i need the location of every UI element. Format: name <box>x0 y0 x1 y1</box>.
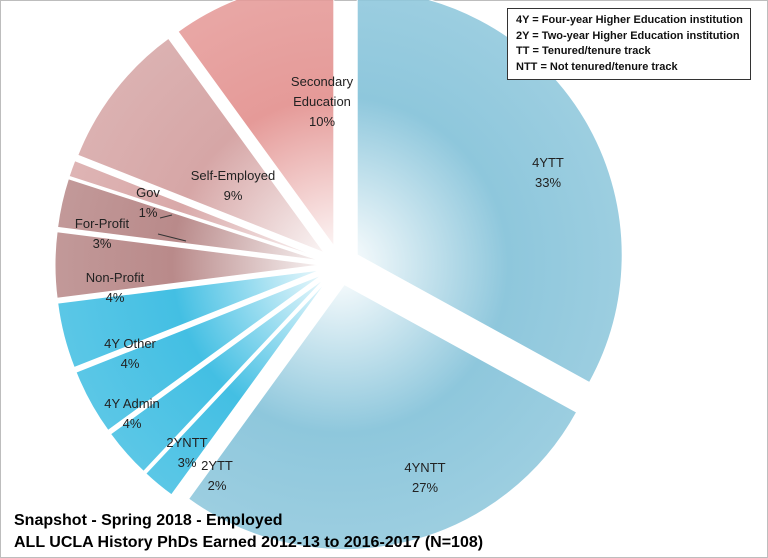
slice-label-non-profit: Non-Profit 4% <box>86 270 145 305</box>
leader-lines <box>157 214 187 242</box>
legend-entry-tt: TT = Tenured/tenure track <box>516 45 651 57</box>
slice-label-4yntt: 4YNTT 27% <box>404 460 445 495</box>
leader-line-for-profit <box>157 233 187 242</box>
slice-label-self-employed: Self-Employed 9% <box>191 168 276 203</box>
leader-line-gov <box>159 214 173 219</box>
slice-label-gov: Gov 1% <box>136 185 160 220</box>
pie-slice-gov <box>68 160 322 259</box>
pie-slice-4yntt <box>187 283 578 550</box>
slice-label-for-profit: For-Profit 3% <box>75 216 130 251</box>
slice-labels: 4YTT 33% 4YNTT 27% 2YTT 2%2YNTT 3%4Y Admin 4% 4Y… <box>75 74 564 495</box>
legend: 4Y = Four-year Higher Education institut… <box>507 8 751 80</box>
legend-entry-2y: 2Y = Two-year Higher Education instituti… <box>516 29 740 42</box>
chart-title: Snapshot - Spring 2018 - Employed <box>14 512 283 529</box>
pie-slice-2ytt <box>145 280 328 496</box>
chart-subtitle: ALL UCLA History PhDs Earned 2012-13 to … <box>14 534 484 551</box>
pie-slice-2yntt <box>109 277 326 473</box>
pie-slice-secondary-education <box>177 0 335 248</box>
slice-label-2ytt: 2YTT 2% <box>201 458 233 493</box>
pie-slice-4y-other <box>57 269 321 369</box>
legend-entry-ntt: NTT = Not tenured/tenure track <box>516 60 678 73</box>
pie-slices <box>54 0 623 550</box>
slice-label-4y-other: 4Y Other 4% <box>104 336 156 371</box>
slice-label-2yntt: 2YNTT 3% <box>166 435 207 470</box>
pie-slice-self-employed <box>77 37 326 254</box>
pie-slice-4ytt <box>356 0 623 384</box>
pie-slice-for-profit <box>57 178 321 262</box>
slice-label-4y-admin: 4Y Admin 4% <box>104 396 159 431</box>
pie-slice-non-profit <box>54 231 321 299</box>
pie-slice-4y-admin <box>75 274 323 432</box>
slice-label-secondary-education: Secondary Education 10% <box>291 74 354 129</box>
slice-label-4ytt: 4YTT 33% <box>532 155 564 190</box>
legend-entry-4y: 4Y = Four-year Higher Education institut… <box>516 14 743 26</box>
